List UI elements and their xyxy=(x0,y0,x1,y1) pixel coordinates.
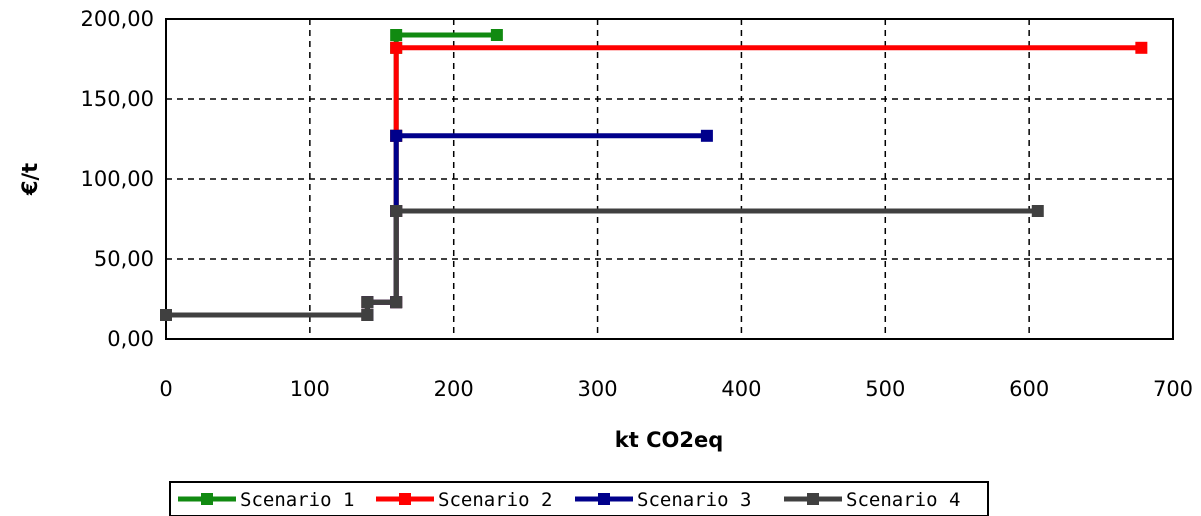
data-point xyxy=(361,309,374,321)
x-tick-label: 0 xyxy=(159,377,172,401)
gridlines xyxy=(166,19,1173,339)
data-point xyxy=(160,309,172,321)
x-tick-label: 400 xyxy=(721,377,761,401)
y-tick-label: 100,00 xyxy=(81,167,154,191)
series-line xyxy=(166,32,497,318)
series-line xyxy=(166,133,707,318)
x-tick-label: 100 xyxy=(290,377,330,401)
data-point xyxy=(390,41,403,54)
data-point xyxy=(361,296,374,309)
x-tick-label: 500 xyxy=(865,377,905,401)
legend-item: Scenario 3 xyxy=(575,489,751,511)
y-tick-label: 50,00 xyxy=(94,247,154,271)
legend-label: Scenario 1 xyxy=(240,489,354,511)
y-tick-label: 0,00 xyxy=(107,327,154,351)
data-point xyxy=(1031,205,1044,217)
y-tick-label: 200,00 xyxy=(81,7,154,31)
series-line xyxy=(166,208,1038,318)
legend-item: Scenario 2 xyxy=(376,489,552,511)
x-tick-label: 600 xyxy=(1009,377,1049,401)
series-4 xyxy=(160,205,1044,321)
series-3 xyxy=(160,129,713,321)
legend-items: Scenario 1 Scenario 2 Scenario 3 Scenario 4 xyxy=(178,489,960,511)
legend-swatch-marker xyxy=(807,493,819,505)
x-tick-label: 300 xyxy=(578,377,618,401)
legend-label: Scenario 3 xyxy=(637,489,751,511)
data-point xyxy=(390,296,403,309)
x-tick-labels: 0 100 200 300 400 500 600 700 xyxy=(159,377,1193,401)
x-axis-title: kt CO2eq xyxy=(615,428,723,452)
data-point xyxy=(490,29,503,41)
series-lines xyxy=(160,29,1148,321)
y-axis-title: €/t xyxy=(18,163,42,196)
data-point xyxy=(390,205,403,217)
y-tick-label: 150,00 xyxy=(81,87,154,111)
legend-label: Scenario 4 xyxy=(846,489,960,511)
legend-swatch-marker xyxy=(598,493,610,505)
legend-label: Scenario 2 xyxy=(438,489,552,511)
data-point xyxy=(390,129,403,142)
plot-area xyxy=(165,18,1174,340)
series-line xyxy=(166,45,1142,318)
x-tick-label: 200 xyxy=(434,377,474,401)
x-tick-label: 700 xyxy=(1153,377,1193,401)
legend-item: Scenario 4 xyxy=(784,489,960,511)
legend-item: Scenario 1 xyxy=(178,489,354,511)
series-1 xyxy=(160,29,503,321)
legend: Scenario 1 Scenario 2 Scenario 3 Scenario 4 xyxy=(169,481,989,516)
data-point xyxy=(1135,41,1148,54)
legend-swatch-marker xyxy=(201,493,213,505)
series-2 xyxy=(160,41,1148,321)
data-point xyxy=(390,29,403,41)
data-point xyxy=(700,129,713,142)
legend-swatch-marker xyxy=(399,493,411,505)
y-tick-labels: 0,00 50,00 100,00 150,00 200,00 xyxy=(81,7,154,351)
